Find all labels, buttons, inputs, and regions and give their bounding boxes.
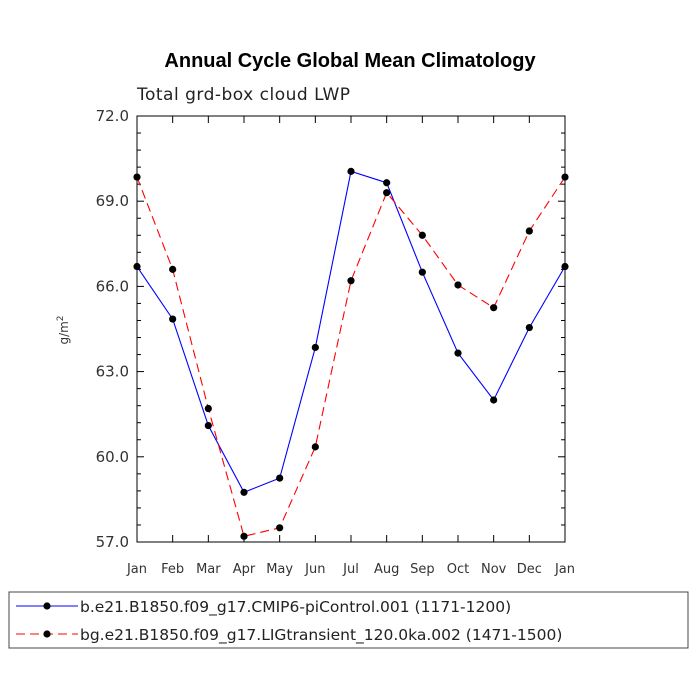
- data-point: [454, 281, 462, 289]
- y-axis-label: g/m2: [56, 315, 71, 344]
- data-point: [347, 167, 355, 175]
- data-point: [418, 268, 426, 276]
- data-point: [418, 231, 426, 239]
- x-tick-label: Apr: [233, 562, 256, 577]
- data-point: [561, 262, 569, 271]
- data-point: [276, 524, 284, 532]
- legend: b.e21.B1850.f09_g17.CMIP6-piControl.001 …: [8, 591, 689, 649]
- data-point: [383, 179, 391, 187]
- x-tick-labels: Jan Feb Mar Apr May Jun Jul Aug Sep Oct Nov Dec Jan: [126, 562, 575, 577]
- legend-box: [8, 591, 689, 649]
- series-lines: [133, 167, 569, 540]
- x-tick-label: Feb: [161, 562, 184, 577]
- series-line: [136, 176, 566, 537]
- data-point: [133, 173, 141, 181]
- y-axis-label-exponent: 2: [56, 315, 66, 321]
- series-line: [136, 170, 566, 493]
- legend-item-1: b.e21.B1850.f09_g17.CMIP6-piControl.001 …: [16, 598, 511, 617]
- x-tick-label: Sep: [410, 562, 435, 577]
- y-axis-label-unit: g/m: [57, 321, 71, 344]
- plot-area: [136, 115, 566, 543]
- y-tick-labels: 57.0 60.0 63.0 66.0 69.0 72.0: [96, 107, 129, 551]
- data-point: [454, 349, 462, 357]
- x-tick-label: Jan: [126, 562, 147, 577]
- y-tick-label: 66.0: [96, 277, 129, 295]
- data-point: [311, 343, 319, 352]
- plot-frame: [136, 115, 566, 543]
- legend-swatch-marker: [43, 630, 51, 638]
- data-point: [133, 262, 141, 271]
- data-point: [204, 421, 212, 430]
- y-tick-label: 69.0: [96, 192, 129, 210]
- x-tick-label: May: [266, 562, 293, 577]
- x-tick-label: Mar: [196, 562, 221, 577]
- data-point: [525, 323, 533, 332]
- x-tick-label: Aug: [374, 562, 399, 577]
- data-point: [490, 304, 498, 312]
- y-tick-label: 57.0: [96, 533, 129, 551]
- data-point: [525, 227, 533, 235]
- x-tick-label: Jan: [554, 562, 575, 577]
- y-tick-label: 72.0: [96, 107, 129, 125]
- x-tick-label: Jul: [342, 562, 359, 577]
- data-point: [276, 474, 284, 482]
- series-2: [133, 173, 569, 540]
- series-1: [133, 167, 569, 496]
- data-point: [561, 173, 569, 181]
- legend-item-2: bg.e21.B1850.f09_g17.LIGtransient_120.0k…: [16, 626, 562, 645]
- chart-title: Annual Cycle Global Mean Climatology: [164, 50, 536, 72]
- x-tick-label: Oct: [447, 562, 469, 577]
- data-point: [169, 315, 177, 323]
- data-point: [240, 488, 248, 496]
- axis-ticks: [136, 115, 566, 543]
- data-point: [204, 404, 212, 413]
- y-tick-label: 63.0: [96, 363, 129, 381]
- data-point: [383, 189, 391, 197]
- legend-items: b.e21.B1850.f09_g17.CMIP6-piControl.001 …: [16, 598, 562, 645]
- x-tick-label: Dec: [517, 562, 542, 577]
- x-tick-label: Nov: [481, 562, 507, 577]
- legend-label: b.e21.B1850.f09_g17.CMIP6-piControl.001 …: [80, 598, 511, 617]
- data-point: [490, 396, 498, 404]
- x-tick-label: Jun: [304, 562, 325, 577]
- legend-label: bg.e21.B1850.f09_g17.LIGtransient_120.0k…: [80, 626, 562, 645]
- data-point: [240, 532, 248, 540]
- data-point: [169, 265, 177, 273]
- chart-subtitle: Total grd-box cloud LWP: [136, 85, 351, 105]
- y-tick-label: 60.0: [96, 448, 129, 466]
- legend-swatch-marker: [43, 602, 51, 610]
- data-point: [347, 277, 355, 285]
- data-point: [311, 443, 319, 451]
